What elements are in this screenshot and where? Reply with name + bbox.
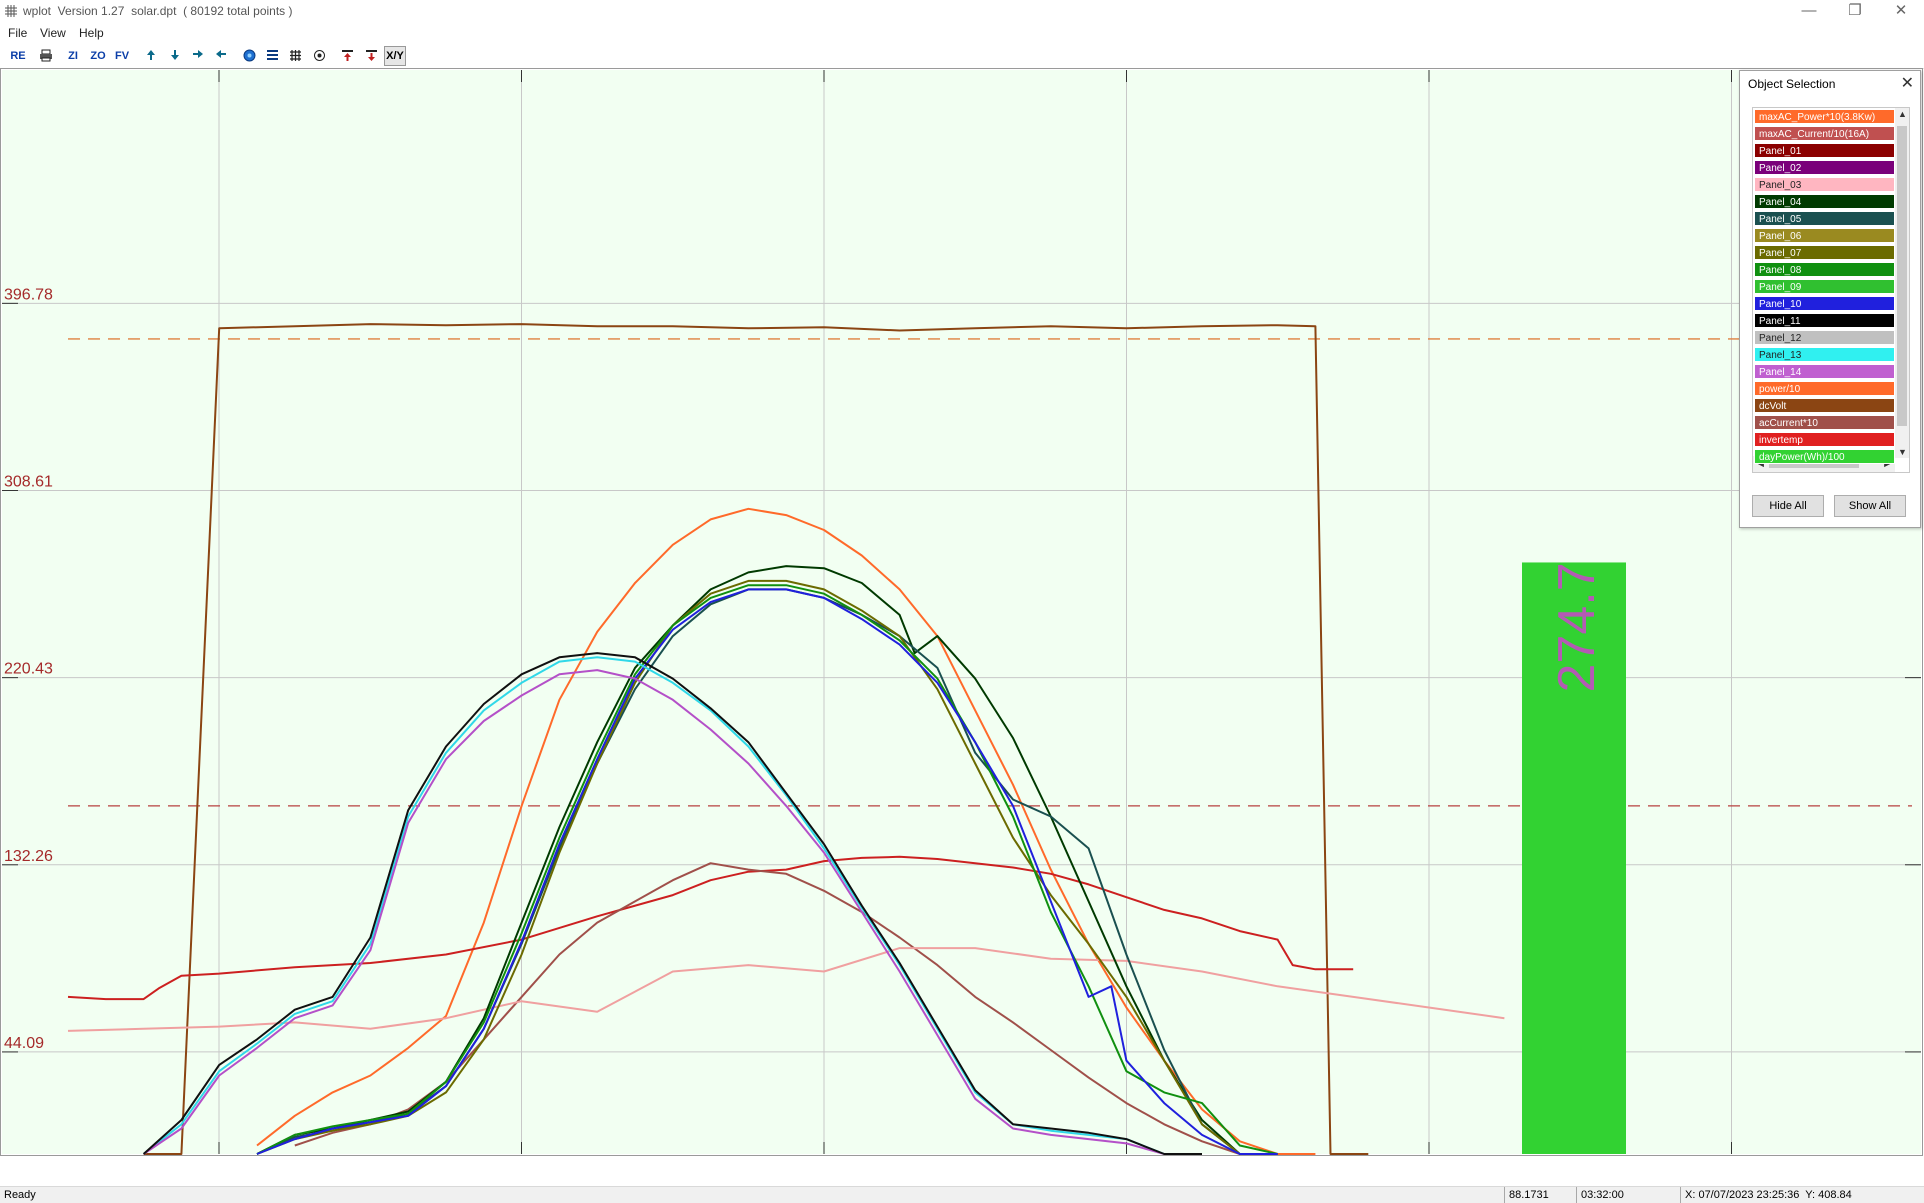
re-button[interactable]: RE <box>10 50 26 62</box>
move-up-icon <box>341 50 353 61</box>
menu-file[interactable]: File <box>8 26 28 40</box>
scroll-down-button[interactable] <box>166 47 184 65</box>
scroll-up-button[interactable] <box>142 47 160 65</box>
object-list-item[interactable]: dcVolt <box>1754 398 1895 413</box>
zoom-in-button[interactable]: ZI <box>68 50 78 62</box>
show-all-button[interactable]: Show All <box>1834 495 1906 517</box>
move-up-button[interactable] <box>338 47 356 65</box>
title-bar: wplot Version 1.27 solar.dpt ( 80192 tot… <box>0 0 1924 24</box>
object-list-item[interactable]: Panel_04 <box>1754 194 1895 209</box>
y-tick-label: 132.26 <box>4 848 53 865</box>
restore-button[interactable]: ❐ <box>1848 2 1862 19</box>
object-list-item[interactable]: Panel_10 <box>1754 296 1895 311</box>
status-ready: Ready <box>4 1189 36 1201</box>
grid-button[interactable] <box>286 47 304 65</box>
current-value-label: 274.7 <box>1548 562 1606 692</box>
status-bar: Ready 88.1731 03:32:00 X: 07/07/2023 23:… <box>0 1186 1924 1203</box>
move-down-button[interactable] <box>362 47 380 65</box>
move-down-icon <box>365 50 377 61</box>
object-list-item[interactable]: Panel_14 <box>1754 364 1895 379</box>
current-value-bar <box>1522 562 1626 1154</box>
y-tick-label: 220.43 <box>4 661 53 678</box>
menu-help[interactable]: Help <box>79 26 104 40</box>
object-list-item[interactable]: maxAC_Current/10(16A) <box>1754 126 1895 141</box>
scroll-down-arrow-icon[interactable]: ▼ <box>1898 447 1907 457</box>
grid-icon <box>289 50 301 61</box>
object-list-item[interactable]: Panel_08 <box>1754 262 1895 277</box>
print-button[interactable] <box>36 47 56 65</box>
object-list-item[interactable]: acCurrent*10 <box>1754 415 1895 430</box>
object-list-item[interactable]: Panel_07 <box>1754 245 1895 260</box>
object-list-item[interactable]: Panel_05 <box>1754 211 1895 226</box>
series-line-panel-07 <box>256 579 1278 1155</box>
series-line-invertemp <box>67 855 1354 1001</box>
status-time: 03:32:00 <box>1576 1187 1680 1203</box>
vertical-scrollbar[interactable]: ▲ ▼ <box>1895 108 1909 458</box>
app-grid-icon <box>5 5 17 17</box>
series-line-panel-14 <box>143 669 1202 1155</box>
reference-lines <box>68 338 1912 807</box>
object-list[interactable]: ▲ ▼ ◀ ▶ maxAC_Power*10(3.8Kw)maxAC_Curre… <box>1752 107 1910 473</box>
lines-button[interactable] <box>263 47 281 65</box>
arrow-right-icon <box>193 50 203 58</box>
series-line-panel-08 <box>256 584 1278 1155</box>
toolbar: RE ZI ZO FV X/Y <box>0 44 1924 69</box>
object-list-item[interactable]: power/10 <box>1754 381 1895 396</box>
y-tick-label: 396.78 <box>4 286 53 303</box>
object-selection-close-button[interactable]: ✕ <box>1900 75 1914 92</box>
object-list-item[interactable]: Panel_01 <box>1754 143 1895 158</box>
series-line-panel-11 <box>142 652 1202 1155</box>
close-button[interactable]: ✕ <box>1894 2 1908 19</box>
object-list-item[interactable]: dayPower(Wh)/100 <box>1754 449 1895 464</box>
target-icon <box>313 50 325 61</box>
object-list-item[interactable]: maxAC_Power*10(3.8Kw) <box>1754 109 1895 124</box>
series-line-dcvolt <box>143 323 1369 1155</box>
object-list-item[interactable]: Panel_02 <box>1754 160 1895 175</box>
scroll-right-button[interactable] <box>189 47 207 65</box>
current-value-bar-group: 274.7 <box>1522 562 1626 1154</box>
status-cursor: X: 07/07/2023 23:25:36 Y: 408.84 <box>1680 1187 1924 1203</box>
object-list-item[interactable]: Panel_06 <box>1754 228 1895 243</box>
lines-icon <box>266 50 278 60</box>
target-button[interactable] <box>310 47 328 65</box>
points-button[interactable] <box>240 47 258 65</box>
minimize-button[interactable]: — <box>1801 2 1817 19</box>
plot-chart[interactable]: 274.7 07 07|06:4907 10|39:4907 14|12:480… <box>0 68 1924 1156</box>
y-tick-label: 44.09 <box>4 1035 44 1052</box>
scrollbar-thumb[interactable] <box>1897 126 1907 426</box>
plot-background <box>2 70 1921 1154</box>
menu-view[interactable]: View <box>40 26 66 40</box>
object-list-item[interactable]: Panel_09 <box>1754 279 1895 294</box>
xy-toggle-button[interactable]: X/Y <box>384 46 406 66</box>
window-title: wplot Version 1.27 solar.dpt ( 80192 tot… <box>23 4 293 18</box>
hscrollbar-thumb[interactable] <box>1769 460 1859 468</box>
object-list-item[interactable]: Panel_12 <box>1754 330 1895 345</box>
menu-bar: File View Help <box>0 24 1924 44</box>
full-view-button[interactable]: FV <box>114 50 130 62</box>
tick-labels: 07 07|06:4907 10|39:4907 14|12:4807 17|4… <box>4 286 53 1052</box>
scroll-up-arrow-icon[interactable]: ▲ <box>1898 109 1907 119</box>
y-tick-label: 308.61 <box>4 473 53 490</box>
object-list-item[interactable]: Panel_03 <box>1754 177 1895 192</box>
object-list-item[interactable]: invertemp <box>1754 432 1895 447</box>
arrow-down-icon <box>171 50 179 60</box>
hide-all-button[interactable]: Hide All <box>1752 495 1824 517</box>
scroll-left-button[interactable] <box>212 47 230 65</box>
grid-lines <box>2 70 1921 1154</box>
arrow-left-icon <box>216 50 226 58</box>
object-selection-panel: Object Selection ✕ ▲ ▼ ◀ ▶ maxAC_Power*1… <box>1739 70 1921 528</box>
circle-icon <box>243 49 255 62</box>
series-lines <box>67 323 1505 1155</box>
series-line-power-10 <box>256 507 1316 1155</box>
series-line-panel-03 <box>67 947 1505 1032</box>
object-list-item[interactable]: Panel_13 <box>1754 347 1895 362</box>
series-line-panel-10 <box>256 588 1278 1155</box>
arrow-up-icon <box>147 50 155 60</box>
print-icon <box>40 49 52 62</box>
object-selection-title: Object Selection <box>1748 77 1836 91</box>
zoom-out-button[interactable]: ZO <box>90 50 106 62</box>
object-list-item[interactable]: Panel_11 <box>1754 313 1895 328</box>
status-value: 88.1731 <box>1504 1187 1576 1203</box>
